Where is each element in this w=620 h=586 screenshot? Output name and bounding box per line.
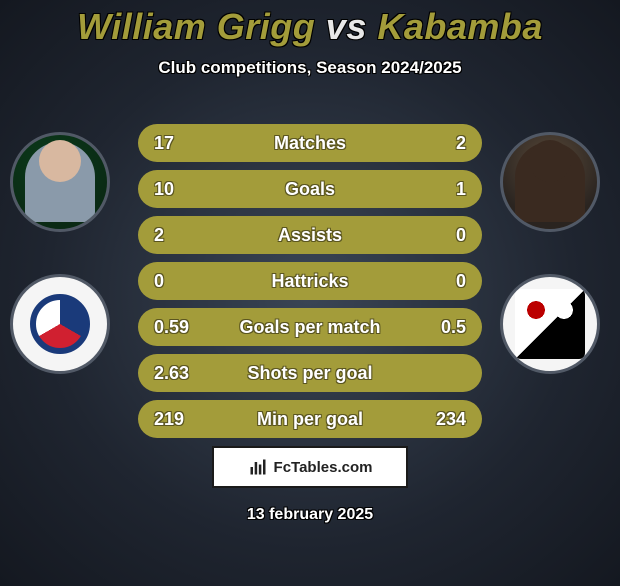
subtitle: Club competitions, Season 2024/2025: [0, 58, 620, 78]
title-vs: vs: [326, 6, 367, 47]
page-title: William Grigg vs Kabamba: [0, 6, 620, 48]
branding-text: FcTables.com: [274, 459, 373, 476]
stat-label: Hattricks: [214, 271, 406, 292]
stat-left-value: 2: [154, 225, 214, 246]
stat-label: Shots per goal: [214, 363, 406, 384]
player1-photo: [10, 132, 110, 232]
left-column: [10, 132, 120, 374]
title-player1: William Grigg: [77, 6, 315, 47]
stat-row: 0Hattricks0: [138, 262, 482, 300]
date-text: 13 february 2025: [0, 506, 620, 524]
stat-label: Min per goal: [214, 409, 406, 430]
stat-right-value: 234: [406, 409, 466, 430]
club-logo-2-icon: [515, 289, 585, 359]
right-column: [500, 132, 610, 374]
player1-silhouette: [25, 142, 95, 222]
stat-row: 0.59Goals per match0.5: [138, 308, 482, 346]
bar-chart-icon: [248, 457, 268, 477]
stat-label: Assists: [214, 225, 406, 246]
player2-club-logo: [500, 274, 600, 374]
stat-row: 17Matches2: [138, 124, 482, 162]
stat-row: 219Min per goal234: [138, 400, 482, 438]
stat-right-value: 2: [406, 133, 466, 154]
stat-right-value: 0: [406, 271, 466, 292]
stat-right-value: 1: [406, 179, 466, 200]
stat-row: 2Assists0: [138, 216, 482, 254]
title-player2: Kabamba: [377, 6, 543, 47]
player1-club-logo: [10, 274, 110, 374]
branding-box: FcTables.com: [212, 446, 408, 488]
stats-table: 17Matches210Goals12Assists00Hattricks00.…: [138, 124, 482, 438]
player2-photo: [500, 132, 600, 232]
stat-left-value: 0: [154, 271, 214, 292]
stat-left-value: 0.59: [154, 317, 214, 338]
stat-right-value: 0: [406, 225, 466, 246]
stat-row: 10Goals1: [138, 170, 482, 208]
stat-left-value: 219: [154, 409, 214, 430]
stat-label: Matches: [214, 133, 406, 154]
stat-left-value: 10: [154, 179, 214, 200]
stat-right-value: 0.5: [406, 317, 466, 338]
stat-left-value: 2.63: [154, 363, 214, 384]
stat-row: 2.63Shots per goal: [138, 354, 482, 392]
stat-label: Goals per match: [214, 317, 406, 338]
stat-left-value: 17: [154, 133, 214, 154]
player2-silhouette: [515, 142, 585, 222]
club-logo-1-icon: [30, 294, 90, 354]
stat-label: Goals: [214, 179, 406, 200]
